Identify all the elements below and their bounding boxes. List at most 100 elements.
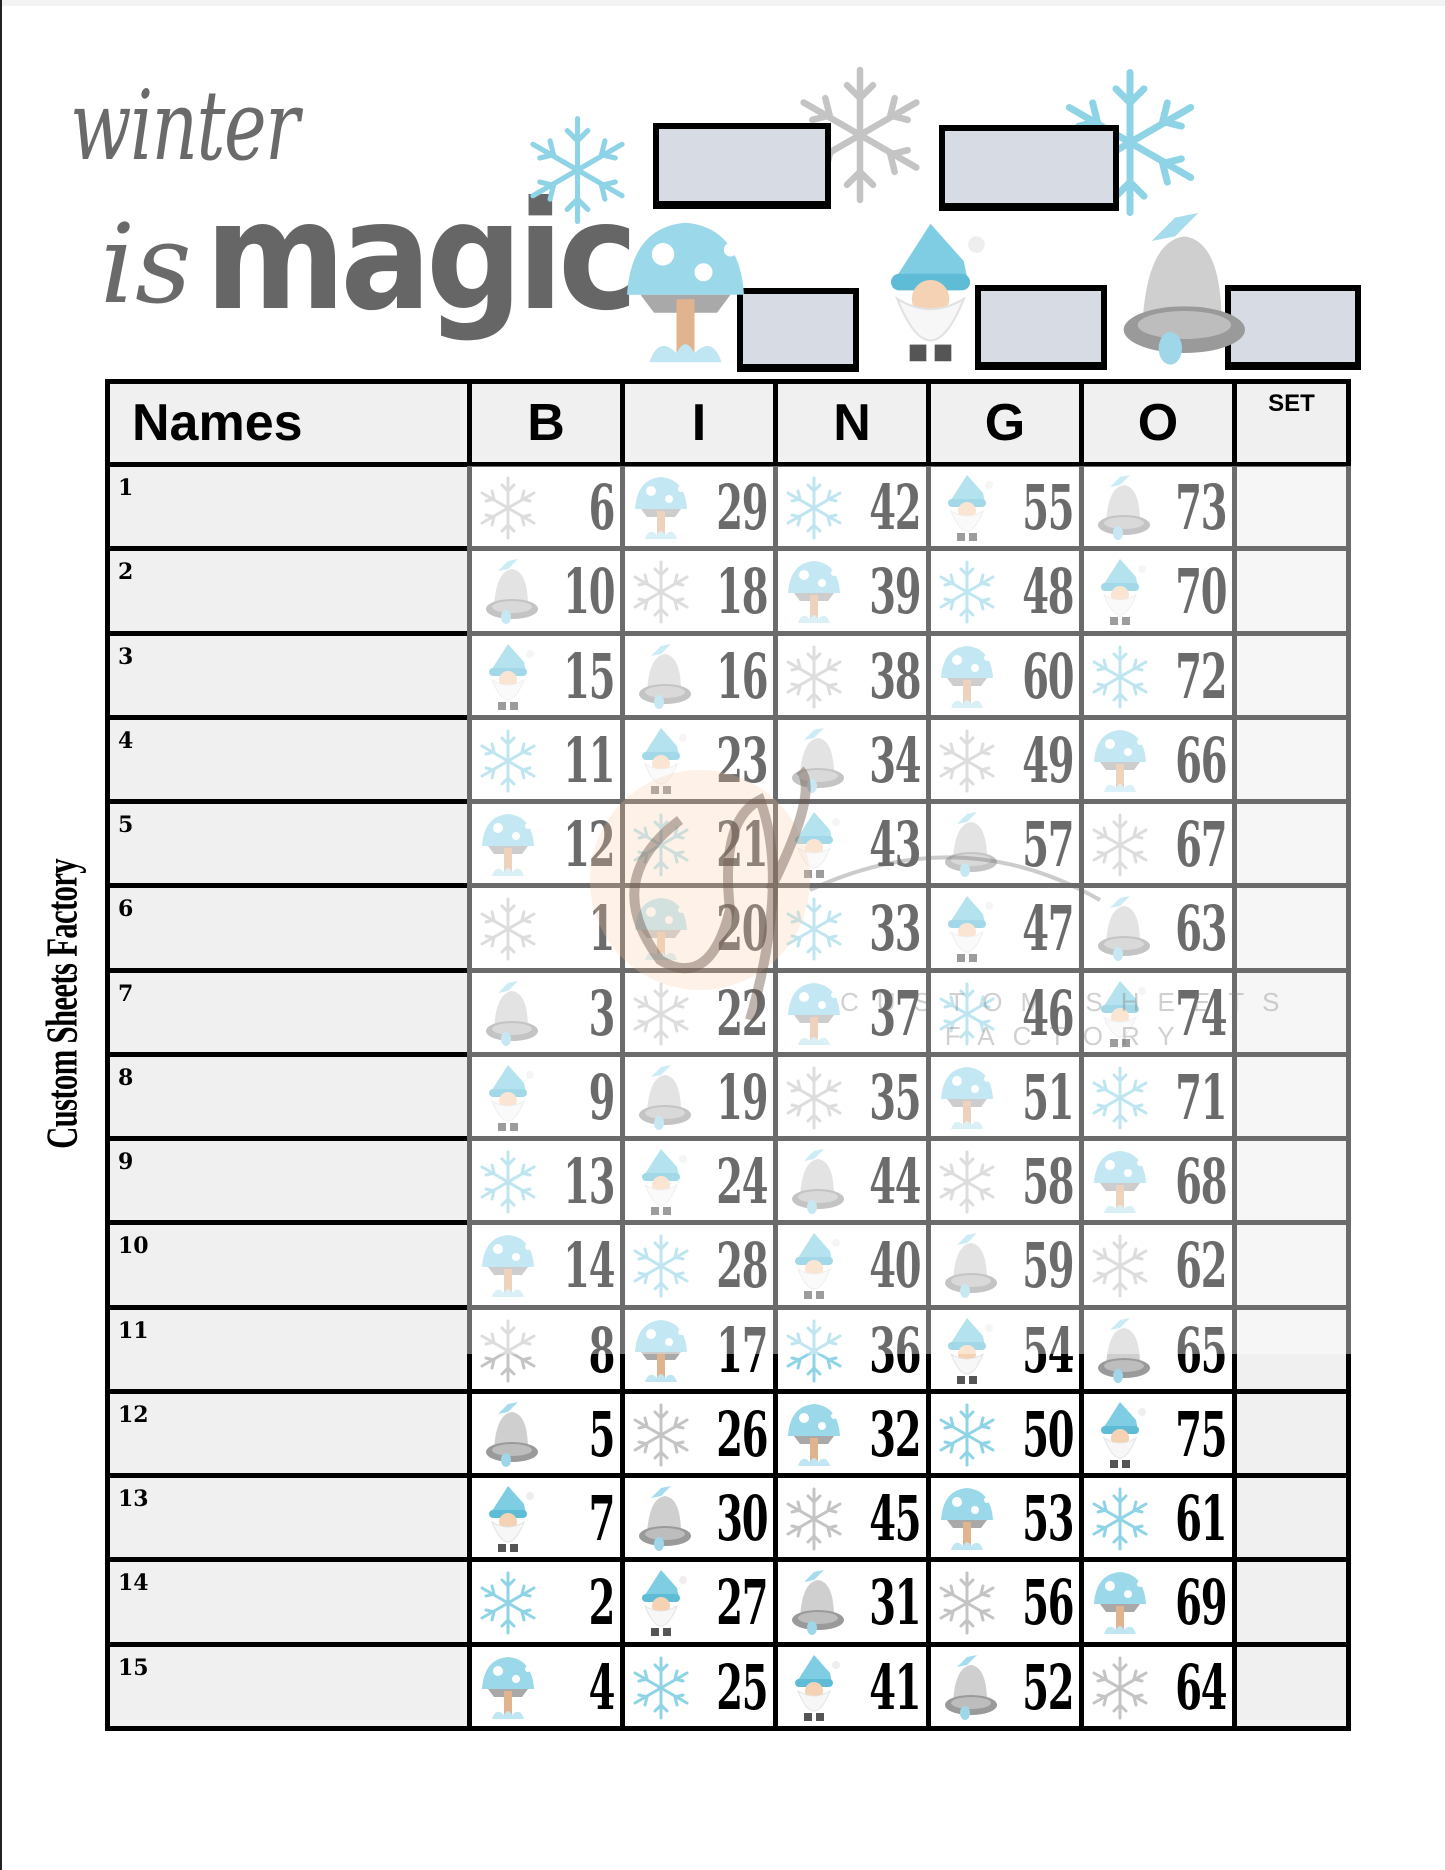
bingo-cell-o: 70 — [1084, 551, 1232, 631]
name-field-row-9[interactable]: 9 — [110, 1141, 467, 1221]
bell-icon — [784, 726, 844, 796]
row-number: 6 — [118, 896, 134, 923]
bingo-number: 21 — [715, 808, 768, 882]
mushroom-icon — [784, 1400, 844, 1470]
name-field-row-8[interactable]: 8 — [110, 1056, 467, 1137]
row-number: 3 — [118, 643, 134, 670]
blank-box-1[interactable] — [653, 123, 831, 209]
bingo-number: 7 — [588, 1482, 615, 1556]
bingo-cell-o: 69 — [1084, 1562, 1232, 1642]
bingo-number: 43 — [868, 808, 921, 882]
bingo-cell-o: 64 — [1084, 1646, 1232, 1726]
bell-icon — [937, 1653, 997, 1723]
row-number: 9 — [118, 1149, 134, 1176]
header-i: I — [625, 384, 773, 462]
bingo-cell-o: 63 — [1084, 888, 1232, 968]
bell-icon — [784, 1147, 844, 1217]
set-field-row-8[interactable] — [1237, 1056, 1346, 1137]
blank-box-3[interactable] — [737, 288, 859, 372]
gnome-icon — [784, 810, 844, 880]
snowflake-gray-icon — [784, 1484, 844, 1554]
snowflake-gray-icon — [784, 1063, 844, 1133]
snowflake-gray-icon — [478, 1316, 538, 1386]
set-field-row-11[interactable] — [1237, 1309, 1346, 1389]
blank-box-4[interactable] — [975, 285, 1107, 370]
snowflake-gray-icon — [631, 557, 691, 627]
gnome-icon — [631, 1147, 691, 1217]
bingo-number: 34 — [868, 723, 921, 797]
bingo-cell-i: 17 — [625, 1309, 773, 1389]
bingo-number: 2 — [588, 1566, 615, 1640]
snowflake-gray-icon — [784, 642, 844, 712]
name-field-row-12[interactable]: 12 — [110, 1393, 467, 1474]
name-field-row-2[interactable]: 2 — [110, 551, 467, 631]
bingo-cell-n: 33 — [778, 888, 926, 968]
bingo-number: 33 — [868, 892, 921, 966]
name-field-row-4[interactable]: 4 — [110, 719, 467, 800]
set-field-row-15[interactable] — [1237, 1646, 1346, 1726]
snowflake-blue-icon — [784, 894, 844, 964]
blank-box-5[interactable] — [1225, 285, 1361, 370]
name-field-row-3[interactable]: 3 — [110, 635, 467, 715]
name-field-row-7[interactable]: 7 — [110, 972, 467, 1052]
bingo-number: 31 — [868, 1566, 921, 1640]
mushroom-icon — [478, 1231, 538, 1301]
gnome-icon — [631, 1568, 691, 1638]
name-field-row-1[interactable]: 1 — [110, 467, 467, 547]
set-field-row-1[interactable] — [1237, 467, 1346, 547]
name-field-row-11[interactable]: 11 — [110, 1309, 467, 1389]
set-field-row-7[interactable] — [1237, 972, 1346, 1052]
header-n: N — [778, 384, 926, 462]
bingo-cell-n: 43 — [778, 804, 926, 884]
row-number: 14 — [118, 1570, 149, 1597]
bell-icon — [478, 979, 538, 1049]
bingo-number: 49 — [1021, 723, 1074, 797]
bingo-cell-i: 25 — [625, 1646, 773, 1726]
bingo-cell-n: 38 — [778, 635, 926, 715]
snowflake-gray-icon — [1090, 1653, 1150, 1723]
bingo-number: 54 — [1021, 1313, 1074, 1387]
bingo-cell-o: 67 — [1084, 804, 1232, 884]
name-field-row-6[interactable]: 6 — [110, 888, 467, 968]
blank-box-2[interactable] — [939, 125, 1119, 211]
set-field-row-10[interactable] — [1237, 1225, 1346, 1305]
bingo-number: 41 — [868, 1650, 921, 1724]
bingo-cell-i: 18 — [625, 551, 773, 631]
name-field-row-15[interactable]: 15 — [110, 1646, 467, 1726]
set-field-row-13[interactable] — [1237, 1478, 1346, 1558]
bingo-cell-b: 7 — [472, 1478, 620, 1558]
mushroom-icon — [937, 642, 997, 712]
page-left-edge — [0, 0, 2, 1870]
set-field-row-9[interactable] — [1237, 1141, 1346, 1221]
name-field-row-14[interactable]: 14 — [110, 1562, 467, 1642]
name-field-row-10[interactable]: 10 — [110, 1225, 467, 1305]
name-field-row-5[interactable]: 5 — [110, 804, 467, 884]
set-field-row-4[interactable] — [1237, 719, 1346, 800]
bingo-cell-o: 65 — [1084, 1309, 1232, 1389]
bingo-cell-b: 11 — [472, 719, 620, 800]
set-field-row-6[interactable] — [1237, 888, 1346, 968]
bingo-number: 11 — [562, 723, 615, 797]
bingo-number: 37 — [868, 976, 921, 1050]
set-field-row-14[interactable] — [1237, 1562, 1346, 1642]
row-number: 1 — [118, 475, 134, 501]
bingo-number: 4 — [588, 1650, 615, 1724]
bingo-number: 75 — [1174, 1397, 1227, 1471]
bingo-cell-b: 9 — [472, 1056, 620, 1137]
snowflake-gray-icon — [478, 894, 538, 964]
bingo-number: 46 — [1021, 976, 1074, 1050]
gnome-icon — [478, 1063, 538, 1133]
bingo-cell-n: 40 — [778, 1225, 926, 1305]
snowflake-gray-icon — [631, 1400, 691, 1470]
bingo-number: 74 — [1174, 976, 1227, 1050]
set-field-row-12[interactable] — [1237, 1393, 1346, 1474]
name-field-row-13[interactable]: 13 — [110, 1478, 467, 1558]
set-field-row-5[interactable] — [1237, 804, 1346, 884]
set-field-row-3[interactable] — [1237, 635, 1346, 715]
bingo-cell-g: 52 — [931, 1646, 1079, 1726]
bingo-cell-g: 49 — [931, 719, 1079, 800]
set-field-row-2[interactable] — [1237, 551, 1346, 631]
bingo-cell-n: 34 — [778, 719, 926, 800]
bingo-cell-g: 57 — [931, 804, 1079, 884]
bingo-cell-i: 19 — [625, 1056, 773, 1137]
